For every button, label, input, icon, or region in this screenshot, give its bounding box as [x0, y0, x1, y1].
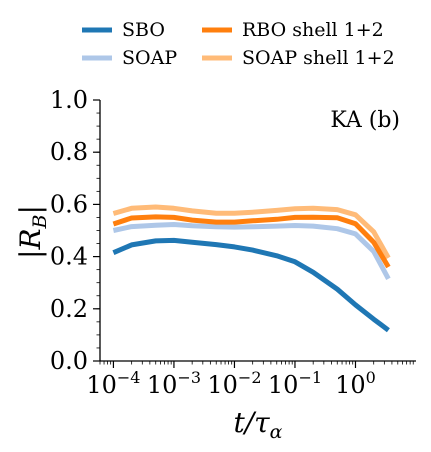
- x-tick-label: 10−4: [86, 368, 140, 399]
- y-tick-label: 1.0: [50, 86, 88, 114]
- legend: SBO SOAP RBO shell 1+2 SOAP shell 1+2: [82, 19, 395, 69]
- annotation: KA (b): [330, 108, 400, 133]
- y-tick-label: 0.6: [50, 190, 88, 218]
- legend-label: SOAP: [122, 47, 177, 69]
- y-tick-label: 0.8: [50, 138, 88, 166]
- x-tick-label: 10−2: [207, 368, 261, 399]
- series-line-sbo: [112, 237, 390, 333]
- legend-label: SOAP shell 1+2: [242, 47, 395, 69]
- y-tick-label: 0.0: [50, 347, 88, 375]
- x-tick-label: 10−1: [268, 368, 322, 399]
- series-line-rbo-shell-1-2: [112, 214, 391, 269]
- series-line-soap-shell-1-2: [112, 204, 391, 260]
- plot-lines: [112, 204, 391, 333]
- x-axis-label: t/τα: [233, 406, 282, 443]
- legend-label: SBO: [122, 19, 165, 41]
- x-tick-label: 100: [335, 368, 376, 399]
- y-tick-label: 0.4: [50, 243, 88, 271]
- svg-text:|RB|: |RB|: [14, 205, 51, 259]
- svg-text:t/τα: t/τα: [233, 406, 282, 443]
- x-tick-label: 10−3: [147, 368, 201, 399]
- axes: 0.0 0.2 0.4 0.6 0.8 1.0 10−4 10−3 10−2 10−1 100: [50, 86, 416, 399]
- series-line-soap: [112, 222, 391, 280]
- legend-label: RBO shell 1+2: [242, 19, 384, 41]
- y-axis-label: |RB|: [14, 205, 51, 259]
- y-tick-label: 0.2: [50, 295, 88, 323]
